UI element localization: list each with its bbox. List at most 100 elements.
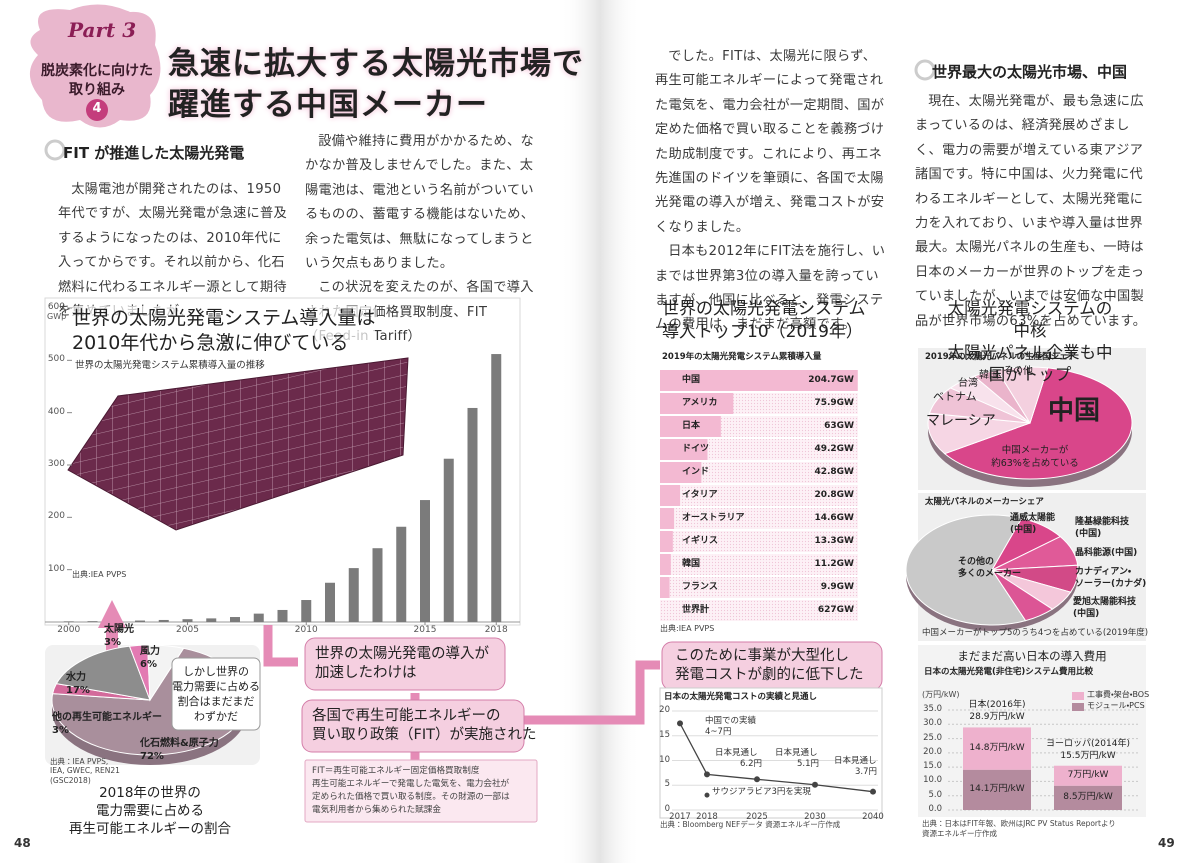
y-tick-label: 20 bbox=[659, 705, 670, 715]
value-label: 49.2GW bbox=[814, 444, 854, 454]
pie-label: その他の 多くのメーカー bbox=[958, 557, 1022, 579]
value-label: 3.7円 bbox=[855, 767, 878, 777]
x-tick-label: 2000 bbox=[57, 625, 81, 635]
pie-value-label: 17% bbox=[66, 685, 90, 696]
chart-subtitle: 2019年の太陽光発電システム累積導入量 bbox=[662, 352, 822, 362]
y-unit: GWp bbox=[47, 312, 67, 321]
bar bbox=[158, 619, 169, 622]
row-label: イタリア bbox=[682, 490, 718, 500]
text-column: 現在、太陽光発電が、最も急速に広まっているのは、経済発展めざましく、電力の需要が… bbox=[915, 90, 1147, 334]
row-label: インド bbox=[682, 467, 710, 477]
note-box bbox=[304, 759, 538, 823]
bar bbox=[660, 554, 671, 575]
pie-value-label: 72% bbox=[140, 751, 164, 762]
y-tick-label: 0.0 bbox=[928, 804, 942, 814]
annotation-box bbox=[171, 657, 261, 731]
badge-series: 脱炭素化に向けた 取り組み bbox=[41, 63, 153, 98]
page-number: 48 bbox=[14, 836, 31, 850]
pie-label: 韓国 bbox=[979, 370, 999, 381]
bar bbox=[660, 439, 708, 460]
gutter bbox=[560, 0, 640, 863]
bar-segment bbox=[1054, 785, 1122, 810]
legend-swatch bbox=[1072, 692, 1084, 700]
pie-label: その他 bbox=[1003, 366, 1033, 377]
badge-number: 4 bbox=[92, 101, 102, 116]
chart-title: 2019年の太陽光パネルの生産国シェア bbox=[925, 352, 1077, 362]
category-label: ヨーロッパ(2014年) bbox=[1046, 738, 1130, 749]
chart-source: 出典：日本はFIT年報、欧州はJRC PV Status Reportより 資源… bbox=[922, 819, 1116, 838]
value-label: 8.5万円/kW bbox=[1063, 791, 1113, 802]
x-tick-label: 2040 bbox=[862, 812, 884, 822]
bar bbox=[660, 393, 734, 414]
flow-text: 各国で再生可能エネルギーの 買い取り政策（FIT）が実施された bbox=[312, 708, 537, 743]
pie-label: 風力 bbox=[140, 646, 160, 657]
value-label: 6.2円 bbox=[740, 759, 763, 769]
row-label: アメリカ bbox=[682, 398, 718, 408]
x-tick-label: 2018 bbox=[696, 812, 718, 822]
y-tick-label: 10 bbox=[659, 754, 670, 765]
row-bg bbox=[660, 508, 858, 529]
badge-part: Part 3 bbox=[68, 18, 137, 42]
chart-note: 中国メーカーがトップ5のうち4つを占めている(2019年度) bbox=[922, 628, 1149, 638]
value-label: 5.1円 bbox=[797, 759, 820, 769]
y-tick-label: 15.0 bbox=[923, 761, 942, 772]
point bbox=[870, 788, 876, 795]
y-tick-label: 0 bbox=[664, 804, 670, 814]
text-column: でした。FITは、太陽光に限らず、再生可能エネルギーによって発電された電気を、電… bbox=[655, 45, 887, 338]
pie-label: 他の再生可能エネルギー bbox=[52, 712, 162, 723]
pie-label: カナディアン・ ソーラー(カナダ) bbox=[1075, 567, 1147, 589]
pie-label: ベトナム bbox=[933, 390, 977, 403]
pie-label: 隆基緑能科技 (中国) bbox=[1075, 517, 1130, 539]
bar bbox=[396, 526, 407, 622]
row-bg bbox=[660, 600, 858, 621]
y-tick-label: 5 bbox=[664, 779, 670, 790]
y-tick-label: 200 bbox=[47, 511, 65, 522]
y-tick-label: 100 bbox=[47, 563, 65, 574]
row-label: フランス bbox=[682, 582, 718, 592]
bar bbox=[87, 621, 98, 622]
text-column: 太陽電池が開発されたのは、1950年代ですが、太陽光発電が急速に普及するようにな… bbox=[58, 178, 288, 324]
bar-segment bbox=[963, 769, 1031, 810]
bar bbox=[63, 621, 74, 622]
pie-label: 太陽光 bbox=[104, 624, 134, 635]
section-heading: FIT が推進した太陽光発電 bbox=[63, 144, 245, 162]
annotation: 日本見通し bbox=[834, 756, 877, 766]
pie-slice bbox=[55, 645, 151, 701]
total-label: 15.5万円/kW bbox=[1060, 750, 1116, 761]
y-tick-label: 600 bbox=[47, 302, 65, 312]
pie-label: 水力 bbox=[66, 672, 86, 683]
y-tick-label: 20.0 bbox=[923, 746, 942, 757]
flow-text: このために事業が大型化し 発電コストが劇的に低下した bbox=[675, 648, 864, 683]
bar bbox=[135, 620, 145, 622]
chart-subtitle: 世界の太陽光発電システム累積導入量の推移 bbox=[75, 360, 265, 371]
bar bbox=[660, 577, 670, 598]
y-tick-label: 400 bbox=[47, 406, 65, 417]
page-number: 49 bbox=[1158, 836, 1175, 850]
bar bbox=[253, 613, 264, 622]
row-label: イギリス bbox=[682, 536, 719, 546]
panel-heading: 太陽光発電システムの中核 太陽光パネル企業も中国がトップ bbox=[947, 299, 1113, 384]
bar bbox=[443, 458, 454, 622]
bar bbox=[372, 548, 383, 622]
value-label: 63GW bbox=[824, 421, 854, 431]
bar bbox=[660, 416, 721, 437]
solar-panel-illustration bbox=[67, 357, 409, 531]
pie-label: マレーシア bbox=[926, 413, 996, 429]
category-label: 日本(2016年) bbox=[968, 700, 1026, 711]
value-label: 11.2GW bbox=[814, 559, 854, 569]
value-label: 14.6GW bbox=[814, 513, 854, 523]
bar bbox=[660, 462, 702, 483]
heading-mark bbox=[44, 139, 66, 161]
legend-label: モジュール・PCS bbox=[1087, 701, 1145, 710]
pie-label: 台湾 bbox=[958, 378, 978, 389]
badge-number-circle bbox=[86, 99, 108, 121]
y-tick-label: 500 bbox=[47, 354, 65, 365]
bar bbox=[277, 609, 288, 622]
x-tick-label: 2015 bbox=[413, 625, 437, 635]
row-bg bbox=[660, 485, 858, 506]
value-label: 14.1万円/kW bbox=[969, 783, 1025, 794]
pie-label: 化石燃料&原子力 bbox=[140, 738, 219, 749]
y-tick-label: 15 bbox=[659, 729, 670, 740]
annotation: 中国メーカーが 約63%を占めている bbox=[991, 445, 1079, 469]
